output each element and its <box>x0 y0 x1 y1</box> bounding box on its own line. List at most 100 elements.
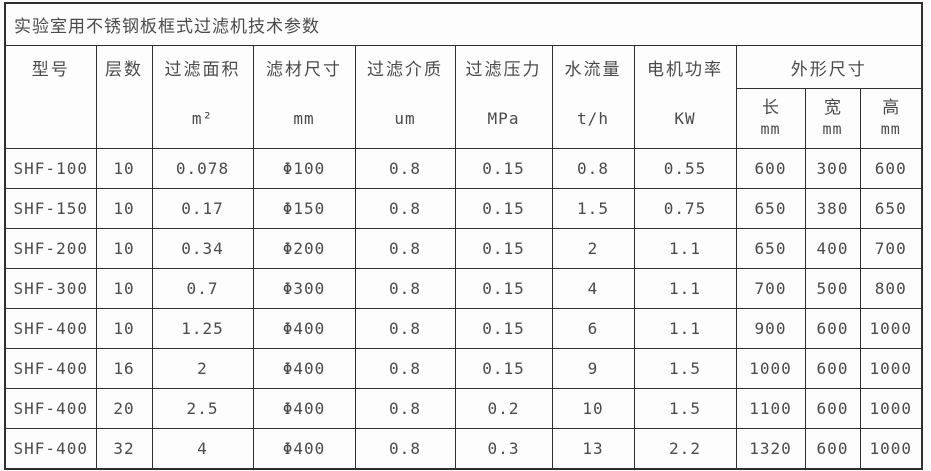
cell-length: 650 <box>735 228 806 269</box>
cell-height: 650 <box>859 188 923 229</box>
filter-spec-table: 实验室用不锈钢板框式过滤机技术参数 型号 层数 过滤面积 m² <box>4 2 923 470</box>
column-label: 层数 <box>105 59 143 80</box>
cell-layers: 10 <box>95 148 153 189</box>
cell-layers: 10 <box>95 188 153 229</box>
cell-model: SHF-400 <box>4 308 97 349</box>
header-row: 型号 层数 过滤面积 m² 滤材尺寸 mm <box>4 45 923 149</box>
cell-layers: 10 <box>95 308 153 349</box>
column-unit: MPa <box>487 108 520 128</box>
column-label: 水流量 <box>564 59 622 80</box>
cell-height: 1000 <box>859 308 923 349</box>
column-label: 长 <box>762 98 779 118</box>
cell-layers: 32 <box>95 428 153 470</box>
cell-filter-area: 0.17 <box>151 188 254 229</box>
column-group-dimensions: 外形尺寸 <box>735 45 923 89</box>
cell-filter-area: 4 <box>151 428 254 470</box>
column-unit <box>97 88 151 148</box>
header-subrow-dimensions: 长 mm 宽 mm 高 mm <box>5 88 923 149</box>
column-unit: um <box>394 108 416 128</box>
column-label: 滤材尺寸 <box>266 59 342 80</box>
column-header-filter-area: 过滤面积 m² <box>151 45 254 149</box>
cell-filter-pressure: 0.15 <box>454 348 553 389</box>
column-unit: m² <box>191 108 214 128</box>
cell-filter-medium: 0.8 <box>354 308 456 349</box>
cell-length: 600 <box>735 148 806 189</box>
cell-layers: 10 <box>95 228 153 269</box>
column-unit: mm <box>880 120 901 138</box>
column-label: 过滤面积 <box>164 59 241 80</box>
cell-media-size: Φ400 <box>252 308 356 349</box>
cell-motor-power: 0.55 <box>633 148 737 189</box>
column-header-filter-medium: 过滤介质 um <box>354 45 456 149</box>
column-header-model: 型号 <box>4 45 97 149</box>
column-header-water-flow: 水流量 t/h <box>551 45 635 149</box>
cell-filter-area: 0.34 <box>151 228 254 269</box>
column-label: 宽 <box>824 98 841 118</box>
cell-length: 1320 <box>735 428 806 470</box>
table-row: SHF-400 10 1.25 Φ400 0.8 0.15 6 1.1 900 … <box>4 308 923 349</box>
cell-height: 800 <box>859 268 923 309</box>
table-title: 实验室用不锈钢板框式过滤机技术参数 <box>4 2 923 46</box>
cell-layers: 16 <box>95 348 153 389</box>
cell-model: SHF-200 <box>4 228 97 269</box>
cell-water-flow: 4 <box>551 268 635 309</box>
cell-length: 1100 <box>735 388 806 429</box>
cell-filter-pressure: 0.3 <box>454 428 553 470</box>
cell-water-flow: 1.5 <box>551 188 635 229</box>
column-header-media-size: 滤材尺寸 mm <box>252 45 356 149</box>
cell-motor-power: 0.75 <box>633 188 737 229</box>
cell-motor-power: 1.5 <box>633 348 737 389</box>
cell-filter-pressure: 0.2 <box>454 388 553 429</box>
cell-height: 1000 <box>859 428 923 470</box>
cell-motor-power: 1.1 <box>633 268 737 309</box>
cell-media-size: Φ100 <box>252 148 356 189</box>
cell-filter-area: 2.5 <box>151 388 254 429</box>
table-row: SHF-100 10 0.078 Φ100 0.8 0.15 0.8 0.55 … <box>4 148 923 189</box>
column-header-length: 长 mm <box>735 88 806 149</box>
cell-filter-area: 1.25 <box>151 308 254 349</box>
column-header-filter-pressure: 过滤压力 MPa <box>454 45 553 149</box>
column-header-width: 宽 mm <box>804 88 861 149</box>
cell-width: 600 <box>804 388 861 429</box>
cell-motor-power: 1.1 <box>633 228 737 269</box>
cell-filter-medium: 0.8 <box>354 388 456 429</box>
cell-filter-medium: 0.8 <box>354 428 456 470</box>
cell-filter-medium: 0.8 <box>354 188 456 229</box>
cell-model: SHF-400 <box>4 428 97 470</box>
cell-height: 1000 <box>859 388 923 429</box>
column-unit <box>6 88 95 148</box>
cell-width: 600 <box>804 428 861 470</box>
cell-width: 300 <box>804 148 861 189</box>
column-label: 过滤压力 <box>465 59 542 80</box>
column-label: 型号 <box>31 59 70 80</box>
cell-height: 1000 <box>859 348 923 389</box>
cell-model: SHF-100 <box>4 148 97 189</box>
table-row: SHF-300 10 0.7 Φ300 0.8 0.15 4 1.1 700 5… <box>4 268 923 309</box>
column-header-layers: 层数 <box>95 45 153 149</box>
column-unit: t/h <box>577 108 609 128</box>
cell-layers: 20 <box>95 388 153 429</box>
cell-media-size: Φ400 <box>252 388 356 429</box>
cell-water-flow: 9 <box>551 348 635 389</box>
cell-media-size: Φ200 <box>252 228 356 269</box>
cell-filter-pressure: 0.15 <box>454 308 553 349</box>
cell-width: 500 <box>804 268 861 309</box>
cell-filter-area: 2 <box>151 348 254 389</box>
cell-width: 600 <box>804 348 861 389</box>
table-row: SHF-400 16 2 Φ400 0.8 0.15 9 1.5 1000 60… <box>4 348 923 389</box>
cell-length: 900 <box>735 308 806 349</box>
cell-filter-medium: 0.8 <box>354 228 456 269</box>
cell-layers: 10 <box>95 268 153 309</box>
table-row: SHF-200 10 0.34 Φ200 0.8 0.15 2 1.1 650 … <box>4 228 923 269</box>
column-unit: KW <box>674 108 696 128</box>
cell-media-size: Φ400 <box>252 428 356 470</box>
cell-water-flow: 10 <box>551 388 635 429</box>
cell-media-size: Φ300 <box>252 268 356 309</box>
cell-filter-pressure: 0.15 <box>454 188 553 229</box>
cell-water-flow: 2 <box>551 228 635 269</box>
cell-filter-medium: 0.8 <box>354 268 456 309</box>
cell-media-size: Φ400 <box>252 348 356 389</box>
cell-model: SHF-400 <box>4 388 97 429</box>
table-row: SHF-400 20 2.5 Φ400 0.8 0.2 10 1.5 1100 … <box>4 388 923 429</box>
